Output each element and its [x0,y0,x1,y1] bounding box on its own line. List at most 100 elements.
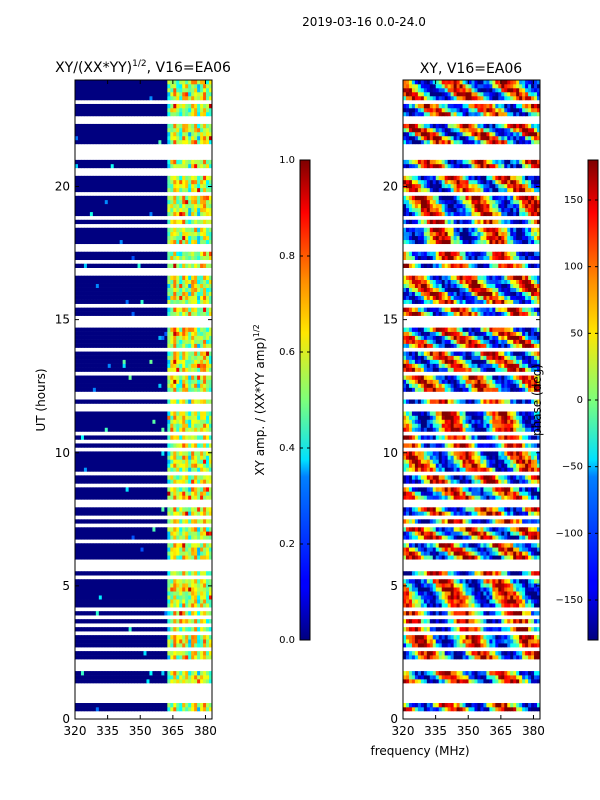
heatmap-cell [182,339,186,344]
heatmap-cell [203,307,207,312]
heatmap-cell [200,543,204,548]
heatmap-cell [200,627,204,632]
heatmap-cell [176,423,180,428]
heatmap-cell [125,239,130,245]
heatmap-cell [167,459,171,464]
heatmap-cell [203,443,207,448]
heatmap-cell [149,175,153,181]
heatmap-cell [137,87,141,93]
heatmap-cell [179,679,183,684]
heatmap-cell [188,355,192,360]
heatmap-cell [107,591,112,596]
heatmap-cell [107,467,112,472]
heatmap-cell [146,235,150,241]
heatmap-cell [119,327,124,332]
heatmap-cell [158,599,162,604]
heatmap-cell [80,187,85,193]
heatmap-cell [194,519,198,524]
heatmap-cell [98,443,103,448]
heatmap-cell [134,219,138,225]
heatmap-cell [209,639,212,644]
heatmap-cell [128,619,132,624]
heatmap-cell [152,295,156,300]
heatmap-cell [77,187,82,193]
heatmap-cell [98,463,103,468]
heatmap-cell [122,571,127,576]
heatmap-cell [170,187,174,193]
heatmap-cell [191,443,195,448]
heatmap-cell [200,359,204,364]
heatmap-cell [113,619,118,624]
heatmap-cell [155,507,159,512]
heatmap-cell [143,135,147,141]
heatmap-cell [113,127,118,133]
heatmap-cell [146,487,150,492]
heatmap-cell [209,655,212,660]
heatmap-cell [104,531,109,536]
heatmap-cell [185,599,189,604]
heatmap-cell [75,547,79,552]
heatmap-cell [125,299,130,304]
heatmap-cell [104,679,109,684]
heatmap-cell [143,139,147,145]
heatmap-cell [116,487,121,492]
heatmap-cell [197,591,201,596]
heatmap-cell [164,299,168,304]
heatmap-cell [158,331,162,336]
heatmap-cell [83,475,88,480]
heatmap-cell [209,383,212,388]
heatmap-cell [83,547,88,552]
heatmap-cell [161,163,165,169]
heatmap-cell [140,207,144,213]
heatmap-cell [161,183,165,189]
heatmap-cell [170,387,174,392]
heatmap-cell [101,159,106,165]
heatmap-cell [203,459,207,464]
heatmap-cell [75,219,79,225]
heatmap-cell [75,703,79,708]
heatmap-cell [146,507,150,512]
heatmap-cell [203,451,207,456]
heatmap-cell [194,159,198,165]
heatmap-cell [83,467,88,472]
heatmap-cell [200,419,204,424]
heatmap-cell [101,679,106,684]
heatmap-cell [444,707,449,712]
heatmap-cell [188,531,192,536]
heatmap-cell [474,703,478,708]
heatmap-cell [167,571,171,576]
heatmap-cell [179,263,183,268]
heatmap-cell [182,427,186,432]
heatmap-cell [137,251,141,257]
heatmap-cell [104,359,109,364]
heatmap-cell [86,643,91,648]
heatmap-cell [170,507,174,512]
heatmap-cell [191,83,195,89]
heatmap-cell [209,127,212,133]
x-tick-label: 350 [129,724,152,738]
heatmap-cell [146,91,150,97]
heatmap-cell [453,707,458,712]
heatmap-cell [200,195,204,201]
heatmap-cell [149,467,153,472]
heatmap-cell [113,467,118,472]
heatmap-cell [77,231,82,237]
heatmap-cell [206,80,210,85]
heatmap-cell [107,163,112,169]
heatmap-cell [89,579,94,584]
heatmap-cell [206,239,210,245]
heatmap-cell [83,335,88,340]
heatmap-cell [122,87,127,93]
heatmap-cell [143,655,147,660]
heatmap-cell [80,551,85,556]
heatmap-cell [143,611,147,616]
heatmap-cell [465,703,469,708]
heatmap-cell [432,679,437,684]
heatmap-cell [131,635,135,640]
heatmap-cell [125,287,130,292]
heatmap-cell [167,195,171,201]
heatmap-cell [164,195,168,201]
heatmap-cell [152,80,156,85]
heatmap-cell [170,83,174,89]
heatmap-cell [167,291,171,296]
